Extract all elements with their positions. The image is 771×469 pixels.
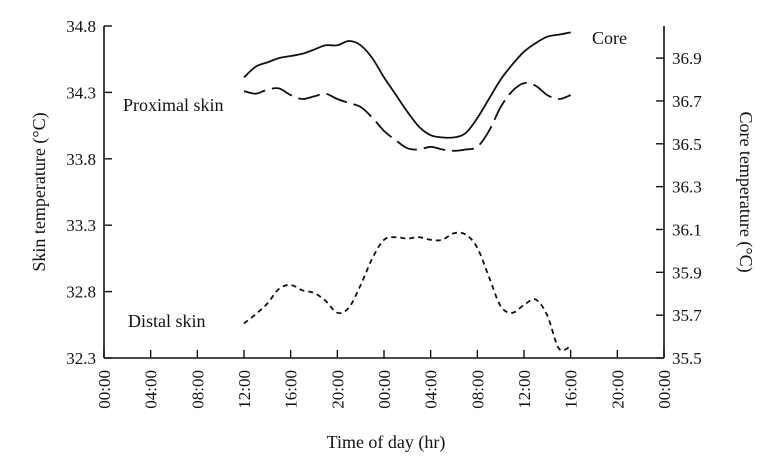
y-right-tick-label: 35.5 bbox=[672, 349, 702, 368]
x-tick-label: 00:00 bbox=[375, 370, 394, 409]
y-right-tick-label: 36.9 bbox=[672, 49, 702, 68]
x-tick-label: 12:00 bbox=[515, 370, 534, 409]
series-line-distal-skin bbox=[243, 231, 572, 352]
x-axis-title: Time of day (hr) bbox=[327, 432, 446, 453]
y-axis-left-title: Skin temperature (°C) bbox=[29, 112, 50, 271]
x-tick-label: 00:00 bbox=[655, 370, 674, 409]
x-tick-label: 12:00 bbox=[235, 370, 254, 409]
series-label-core: Core bbox=[592, 28, 627, 48]
y-right-tick-label: 36.5 bbox=[672, 135, 702, 154]
series-line-core bbox=[243, 31, 571, 139]
x-tick-label: 04:00 bbox=[142, 370, 161, 409]
y-left-tick-label: 32.8 bbox=[66, 283, 96, 302]
y-left-tick-label: 33.8 bbox=[66, 150, 96, 169]
y-left-tick-label: 34.8 bbox=[66, 17, 96, 36]
x-tick-label: 00:00 bbox=[95, 370, 114, 409]
series-label-proximal-skin: Proximal skin bbox=[123, 95, 224, 115]
y-left-tick-label: 34.3 bbox=[66, 83, 96, 102]
y-right-tick-label: 36.1 bbox=[672, 220, 702, 239]
series-line-proximal-skin bbox=[243, 81, 572, 152]
ticks: 32.3 32.8 33.3 33.8 34.3 34.8 35.5 35.7 35.9 36.1… bbox=[66, 17, 702, 409]
y-right-tick-label: 35.7 bbox=[672, 306, 702, 325]
y-left-tick-label: 32.3 bbox=[66, 349, 96, 368]
series-label-distal-skin: Distal skin bbox=[128, 311, 206, 331]
series-lines bbox=[243, 31, 572, 352]
x-tick-label: 08:00 bbox=[468, 370, 487, 409]
y-right-tick-label: 36.3 bbox=[672, 178, 702, 197]
x-tick-label: 16:00 bbox=[282, 370, 301, 409]
x-tick-label: 20:00 bbox=[328, 370, 347, 409]
y-right-tick-label: 36.7 bbox=[672, 92, 702, 111]
y-right-tick-label: 35.9 bbox=[672, 263, 702, 282]
x-tick-label: 08:00 bbox=[188, 370, 207, 409]
x-tick-label: 04:00 bbox=[422, 370, 441, 409]
x-tick-label: 20:00 bbox=[608, 370, 627, 409]
y-axis-right-title: Core temperature (°C) bbox=[735, 111, 756, 272]
x-tick-label: 16:00 bbox=[562, 370, 581, 409]
y-left-tick-label: 33.3 bbox=[66, 216, 96, 235]
